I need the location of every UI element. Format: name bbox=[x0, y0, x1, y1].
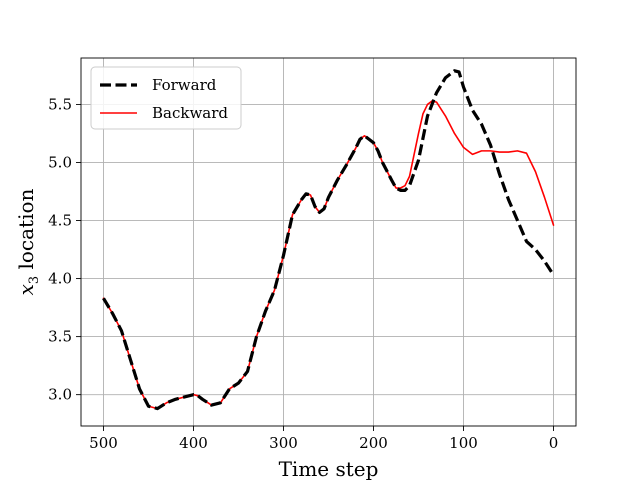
y-tick-label: 3.0 bbox=[48, 386, 72, 404]
legend: Forward Backward bbox=[90, 66, 242, 130]
y-tick-label: 4.0 bbox=[48, 270, 72, 288]
y-tick-label: 3.5 bbox=[48, 328, 72, 346]
legend-label-backward: Backward bbox=[152, 104, 228, 122]
y-tick-label: 4.5 bbox=[48, 212, 72, 230]
x-tick-label: 0 bbox=[549, 434, 559, 452]
x-tick-label: 400 bbox=[179, 434, 208, 452]
x-tick-label: 500 bbox=[89, 434, 118, 452]
legend-label-forward: Forward bbox=[152, 76, 217, 94]
y-tick-label: 5.0 bbox=[48, 153, 72, 171]
x-axis-title: Time step bbox=[279, 457, 379, 480]
x-tick-label: 300 bbox=[269, 434, 298, 452]
y-axis-title-rest: location bbox=[14, 188, 38, 275]
x-tick-label: 100 bbox=[449, 434, 478, 452]
y-tick-label: 5.5 bbox=[48, 95, 72, 113]
axes-frame bbox=[80, 57, 577, 427]
y-axis-title-var: x bbox=[14, 284, 38, 295]
series-line-forward bbox=[102, 69, 555, 411]
series-layer bbox=[102, 69, 555, 411]
ticks: 500 400 300 200 100 0 3.0 3.5 4.0 4.5 5.0 5.5 bbox=[48, 95, 558, 452]
grid bbox=[81, 58, 576, 426]
x-tick-label: 200 bbox=[359, 434, 388, 452]
y-axis-title-subscript: 3 bbox=[27, 276, 42, 284]
y-axis-title: x3 location bbox=[14, 188, 42, 295]
